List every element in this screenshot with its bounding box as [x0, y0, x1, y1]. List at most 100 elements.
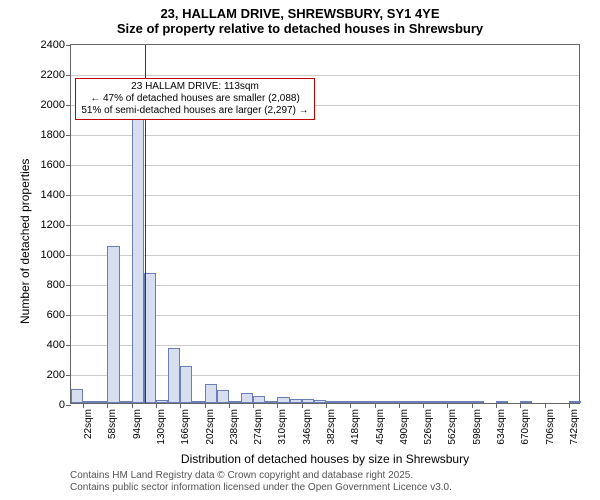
histogram-bar: [338, 401, 350, 403]
xtick-mark: [205, 403, 206, 408]
histogram-bar: [399, 401, 411, 403]
xtick-mark: [447, 403, 448, 408]
xtick-label: 706sqm: [545, 409, 556, 445]
xtick-mark: [156, 403, 157, 408]
histogram-bar: [217, 390, 229, 404]
xtick-mark: [496, 403, 497, 408]
x-axis-label: Distribution of detached houses by size …: [70, 452, 580, 466]
footer-attribution: Contains HM Land Registry data © Crown c…: [70, 470, 452, 494]
xtick-mark: [180, 403, 181, 408]
xtick-label: 310sqm: [277, 409, 288, 445]
xtick-mark: [229, 403, 230, 408]
histogram-bar: [387, 401, 399, 403]
xtick-mark: [302, 403, 303, 408]
xtick-label: 526sqm: [423, 409, 434, 445]
ytick-label: 600: [47, 309, 71, 321]
xtick-label: 490sqm: [399, 409, 410, 445]
xtick-label: 670sqm: [520, 409, 531, 445]
ytick-label: 2400: [41, 39, 71, 51]
ytick-label: 1400: [41, 189, 71, 201]
histogram-bar: [326, 401, 338, 403]
title-line-2: Size of property relative to detached ho…: [0, 21, 600, 36]
histogram-bar: [569, 401, 581, 403]
xtick-label: 22sqm: [83, 409, 94, 439]
xtick-mark: [569, 403, 570, 408]
histogram-bar: [350, 401, 362, 403]
histogram-bar: [496, 401, 508, 403]
xtick-label: 166sqm: [180, 409, 191, 445]
histogram-bar: [435, 401, 447, 403]
xtick-label: 634sqm: [496, 409, 507, 445]
histogram-bar: [120, 401, 132, 403]
xtick-label: 238sqm: [229, 409, 240, 445]
annotation-line: 23 HALLAM DRIVE: 113sqm: [80, 81, 310, 93]
ytick-label: 1000: [41, 249, 71, 261]
annotation-line: 51% of semi-detached houses are larger (…: [80, 105, 310, 117]
histogram-bar: [423, 401, 435, 403]
histogram-bar: [265, 401, 277, 403]
histogram-bar: [156, 400, 168, 403]
histogram-bar: [107, 246, 119, 404]
xtick-label: 598sqm: [472, 409, 483, 445]
xtick-label: 94sqm: [132, 409, 143, 439]
title-line-1: 23, HALLAM DRIVE, SHREWSBURY, SY1 4YE: [0, 6, 600, 21]
histogram-bar: [144, 273, 156, 404]
xtick-mark: [83, 403, 84, 408]
histogram-bar: [229, 401, 241, 403]
histogram-bar: [132, 118, 144, 403]
chart-container: 23, HALLAM DRIVE, SHREWSBURY, SY1 4YE Si…: [0, 0, 600, 500]
histogram-bar: [362, 401, 374, 403]
annotation-box: 23 HALLAM DRIVE: 113sqm← 47% of detached…: [75, 78, 315, 120]
footer-line-1: Contains HM Land Registry data © Crown c…: [70, 470, 452, 482]
chart-title: 23, HALLAM DRIVE, SHREWSBURY, SY1 4YE Si…: [0, 0, 600, 36]
xtick-label: 202sqm: [205, 409, 216, 445]
xtick-mark: [277, 403, 278, 408]
histogram-bar: [472, 401, 484, 403]
ytick-label: 0: [59, 399, 71, 411]
xtick-label: 130sqm: [156, 409, 167, 445]
gridline: [71, 225, 579, 226]
gridline: [71, 195, 579, 196]
gridline: [71, 165, 579, 166]
histogram-bar: [411, 401, 423, 403]
histogram-bar: [314, 400, 326, 403]
histogram-bar: [205, 384, 217, 404]
histogram-bar: [192, 401, 204, 403]
xtick-label: 382sqm: [326, 409, 337, 445]
xtick-mark: [520, 403, 521, 408]
ytick-label: 1800: [41, 129, 71, 141]
xtick-mark: [423, 403, 424, 408]
histogram-bar: [277, 397, 289, 403]
histogram-bar: [375, 401, 387, 403]
histogram-bar: [241, 393, 253, 404]
histogram-bar: [168, 348, 180, 404]
histogram-bar: [253, 396, 265, 404]
ytick-label: 1200: [41, 219, 71, 231]
xtick-mark: [399, 403, 400, 408]
ytick-label: 200: [47, 369, 71, 381]
xtick-mark: [253, 403, 254, 408]
xtick-mark: [132, 403, 133, 408]
histogram-bar: [180, 366, 192, 404]
gridline: [71, 255, 579, 256]
ytick-label: 400: [47, 339, 71, 351]
xtick-mark: [107, 403, 108, 408]
ytick-label: 1600: [41, 159, 71, 171]
gridline: [71, 135, 579, 136]
xtick-mark: [375, 403, 376, 408]
histogram-bar: [447, 401, 459, 403]
xtick-label: 742sqm: [569, 409, 580, 445]
ytick-label: 800: [47, 279, 71, 291]
gridline: [71, 75, 579, 76]
y-axis-label: Number of detached properties: [18, 159, 32, 324]
xtick-label: 454sqm: [375, 409, 386, 445]
histogram-bar: [83, 401, 95, 403]
ytick-label: 2200: [41, 69, 71, 81]
xtick-label: 346sqm: [302, 409, 313, 445]
histogram-bar: [460, 401, 472, 403]
xtick-label: 58sqm: [107, 409, 118, 439]
annotation-line: ← 47% of detached houses are smaller (2,…: [80, 93, 310, 105]
histogram-bar: [71, 389, 83, 403]
xtick-mark: [326, 403, 327, 408]
histogram-bar: [290, 399, 302, 404]
